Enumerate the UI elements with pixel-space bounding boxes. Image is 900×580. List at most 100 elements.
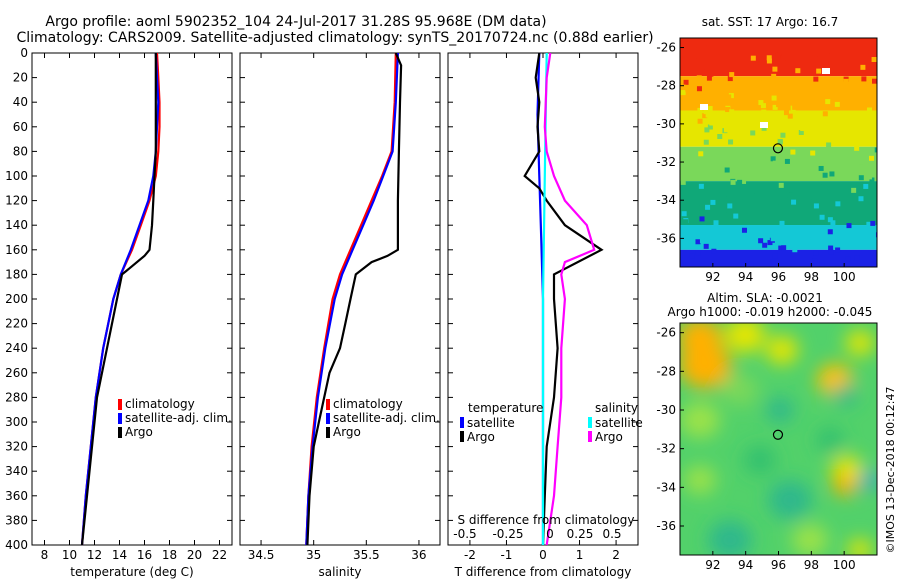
sst-pixel — [706, 225, 712, 231]
sst-pixel — [827, 217, 833, 223]
sla-anomaly-blob — [792, 523, 828, 555]
sst-pixel — [810, 150, 816, 156]
sst-pixel — [858, 175, 864, 181]
sst-pixel — [740, 93, 746, 99]
sst-pixel — [827, 229, 833, 235]
sst-pixel — [729, 72, 735, 78]
sst-pixel — [872, 78, 877, 84]
sst-pixel — [749, 188, 755, 194]
sla-anomaly-blob — [816, 427, 844, 453]
sst-pixel — [725, 107, 731, 113]
sst-pixel — [866, 221, 872, 227]
sst-pixel — [810, 237, 816, 243]
sst-pixel — [787, 192, 793, 198]
x-tick-label: 35.5 — [353, 548, 380, 562]
sst-pixel — [821, 184, 827, 190]
x-tick-label: 22 — [212, 548, 227, 562]
x-tick-label: 1 — [576, 548, 584, 562]
x-tick-label: -2 — [464, 548, 476, 562]
legend-label: Argo — [595, 430, 623, 444]
y-tick-label: 300 — [5, 415, 28, 429]
sla-anomaly-blob — [766, 397, 794, 423]
sst-pixel — [771, 95, 777, 101]
x-tick-label: 14 — [112, 548, 127, 562]
sst-pixel — [761, 125, 767, 131]
sst-pixel — [784, 158, 790, 164]
map-y-tick-label: -36 — [656, 231, 676, 245]
y-tick-label: 60 — [13, 120, 28, 134]
sst-pixel — [706, 40, 712, 46]
x-axis-label: T difference from climatology — [454, 565, 632, 579]
sla-anomaly-blob — [860, 471, 877, 489]
sst-pixel — [748, 157, 754, 163]
sla-anomaly-blob — [768, 480, 812, 520]
sst-pixel — [866, 174, 872, 180]
sst-pixel — [750, 130, 756, 136]
sst-pixel — [826, 158, 832, 164]
map-x-tick-label: 96 — [771, 558, 786, 572]
sla-anomaly-blob — [766, 335, 798, 365]
sst-pixel — [794, 115, 800, 121]
sst-pixel — [874, 140, 877, 146]
sst-pixel — [696, 53, 702, 59]
sst-pixel — [733, 213, 739, 219]
sst-pixel — [760, 103, 766, 109]
sst-pixel — [773, 204, 779, 210]
sst-pixel — [703, 109, 709, 115]
sst-pixel — [875, 232, 877, 238]
sla-map — [680, 323, 877, 555]
y-tick-label: 140 — [5, 218, 28, 232]
map-x-tick-label: 100 — [833, 270, 856, 284]
sla-anomaly-blob — [833, 384, 857, 406]
sst-pixel — [829, 171, 835, 177]
sst-pixel — [777, 49, 783, 55]
sst-pixel — [789, 187, 795, 193]
sst-pixel — [704, 64, 710, 70]
x-tick-label: 20 — [187, 548, 202, 562]
sst-pixel — [730, 179, 736, 185]
argo-location-marker — [772, 143, 784, 154]
sla-anomaly-blob — [680, 341, 731, 389]
sla-map-axes: 92 94 96 98 100 -26 -28 -30 -32 -34 -36 — [656, 322, 878, 572]
sst-pixel — [819, 262, 825, 267]
argo-location-marker — [772, 429, 784, 440]
sst-pixel — [792, 247, 798, 253]
sst-pixel — [861, 76, 867, 82]
sst-pixel — [741, 178, 747, 184]
y-tick-label: 240 — [5, 341, 28, 355]
sst-pixel — [867, 107, 873, 113]
sst-pixel — [860, 64, 866, 70]
sst-pixel — [728, 49, 734, 55]
sst-pixel — [771, 73, 777, 79]
sst-pixel — [680, 179, 686, 185]
sst-pixel — [780, 55, 786, 61]
sst-pixel — [695, 239, 701, 245]
sst-pixel — [727, 203, 733, 209]
sst-pixel — [813, 250, 819, 256]
sst-pixel — [726, 191, 732, 197]
sst-pixel — [801, 161, 807, 167]
sst-map-title: sat. SST: 17 Argo: 16.7 — [702, 15, 839, 29]
sst-pixel — [735, 38, 741, 44]
temperature-panel: 0 20 40 60 80 100 120 140 160 180 200 220 240 260 280 3… — [5, 46, 233, 579]
sst-pixel — [812, 51, 818, 57]
sst-pixel — [767, 240, 773, 246]
sst-pixel — [747, 91, 753, 97]
sst-pixel — [804, 122, 810, 128]
sst-pixel — [691, 96, 697, 102]
sst-pixel — [777, 139, 783, 145]
sst-pixel — [863, 45, 869, 51]
sst-pixel — [834, 101, 840, 107]
sst-pixel — [772, 66, 778, 72]
sst-pixel — [726, 94, 732, 100]
sst-pixel — [843, 78, 849, 84]
x-tick-label: 2 — [612, 548, 620, 562]
sst-pixel — [709, 120, 715, 126]
sst-pixel — [761, 109, 767, 115]
legend-swatch — [326, 399, 330, 410]
sst-pixel — [858, 196, 864, 202]
map-x-tick-label: 92 — [705, 558, 720, 572]
sst-pixel — [780, 132, 786, 138]
s-tick-label: 0 — [546, 527, 554, 541]
